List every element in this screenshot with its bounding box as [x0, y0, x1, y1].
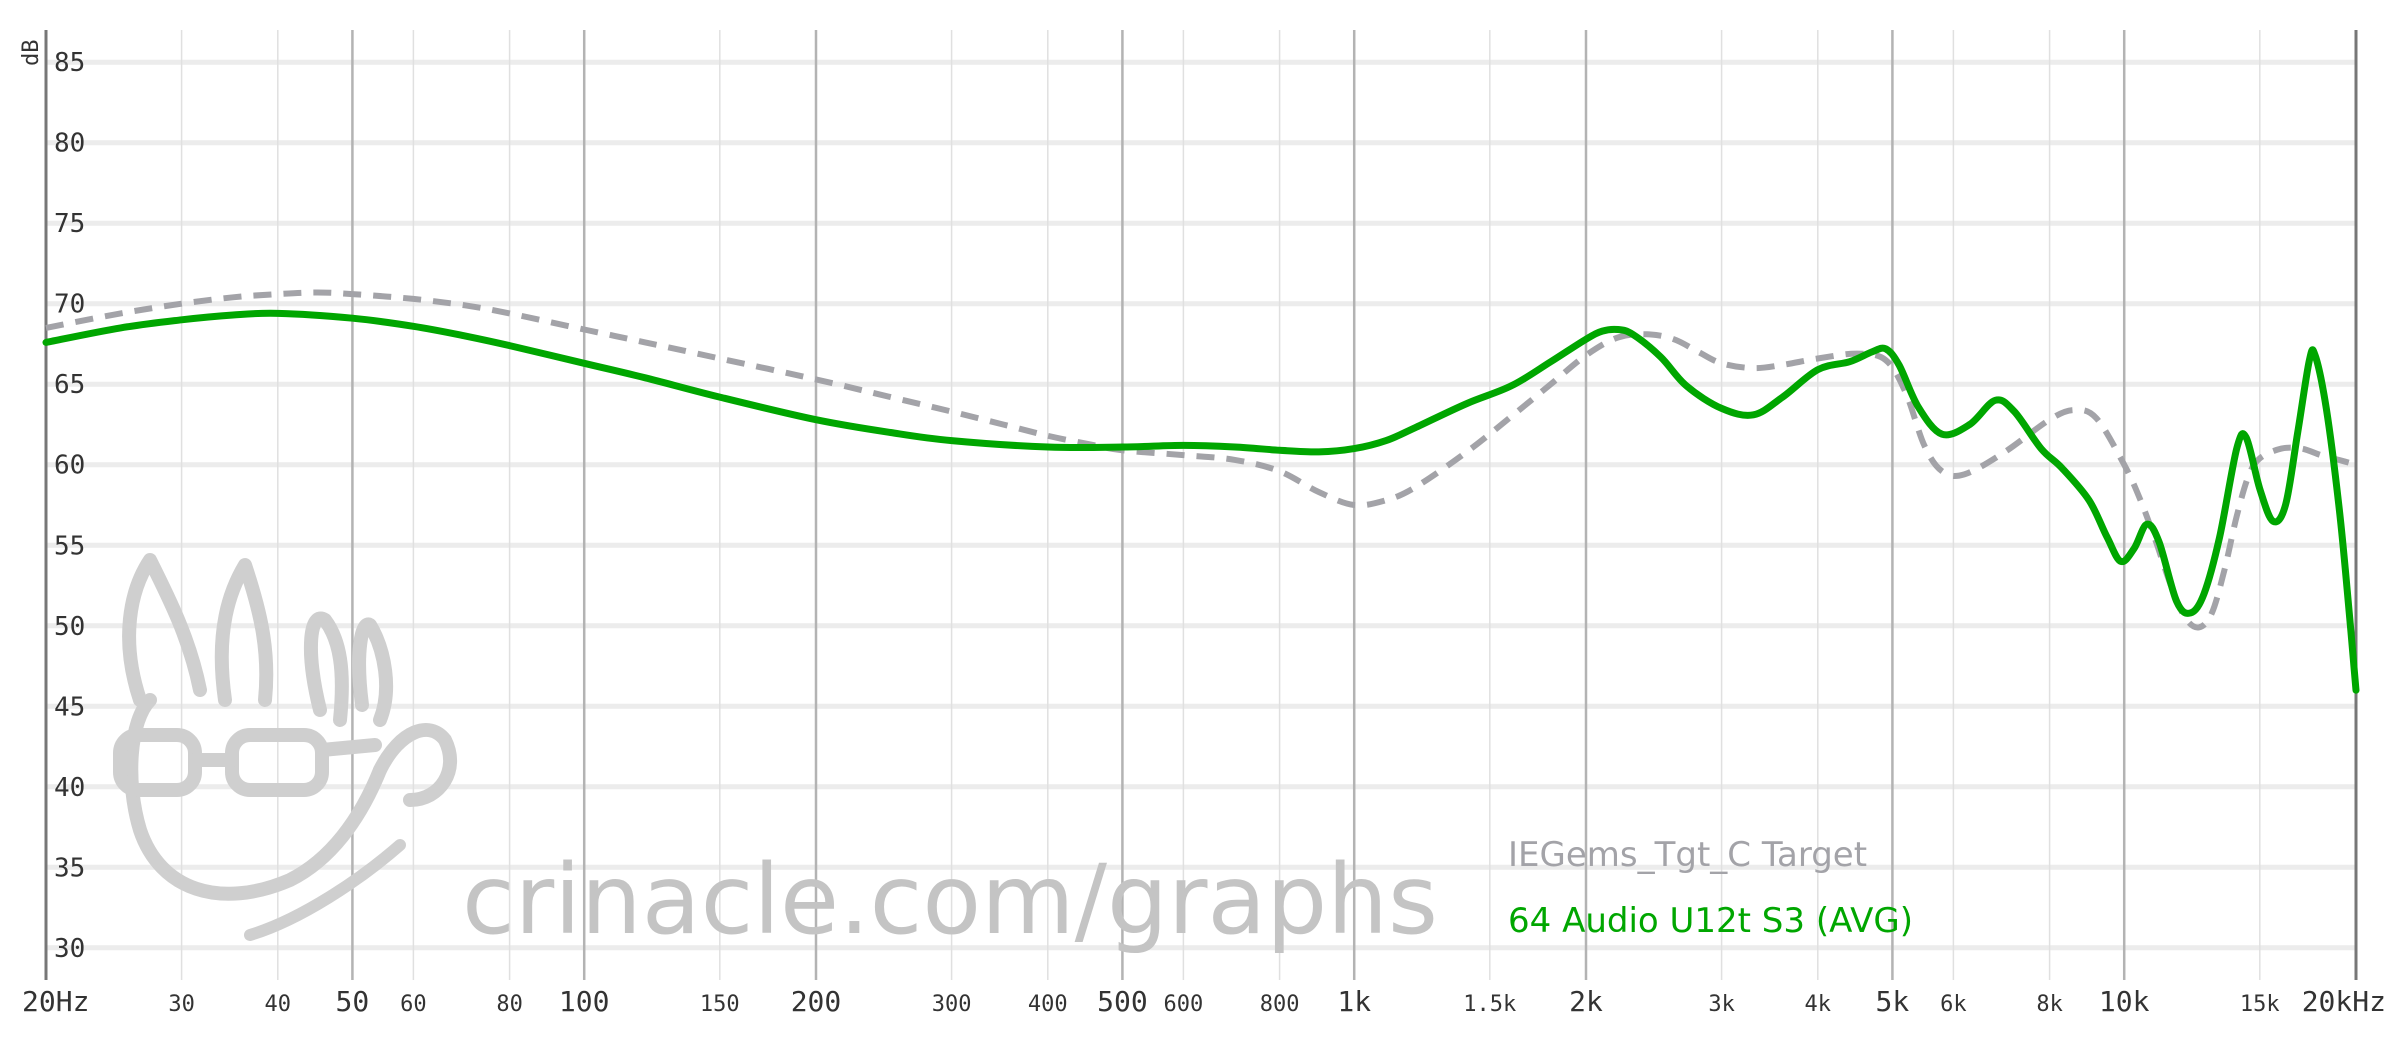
y-tick-70: 70: [54, 290, 85, 320]
y-tick-75: 75: [54, 209, 85, 239]
x-tick-2000: 2k: [1569, 985, 1603, 1018]
legend-target-label[interactable]: IEGems_Tgt_C Target: [1508, 835, 1867, 875]
series-line-1[interactable]: [42, 309, 2360, 694]
y-tick-80: 80: [54, 129, 85, 159]
x-tick-800: 800: [1260, 992, 1300, 1017]
x-tick-400: 400: [1028, 992, 1068, 1017]
x-tick-300: 300: [932, 992, 972, 1017]
x-tick-20: 20Hz: [22, 985, 89, 1018]
y-tick-50: 50: [54, 612, 85, 642]
x-tick-1000: 1k: [1337, 985, 1371, 1018]
x-tick-60: 60: [400, 992, 427, 1017]
x-tick-1500: 1.5k: [1463, 992, 1516, 1017]
y-axis-label: dB: [19, 40, 44, 67]
vertical-gridlines: [180, 30, 2261, 980]
x-tick-30: 30: [168, 992, 195, 1017]
x-tick-200: 200: [791, 985, 842, 1018]
x-tick-80: 80: [496, 992, 523, 1017]
x-tick-150: 150: [700, 992, 740, 1017]
x-tick-5000: 5k: [1876, 985, 1910, 1018]
x-tick-40: 40: [265, 992, 292, 1017]
y-tick-35: 35: [54, 853, 85, 883]
series-layer: [42, 289, 2360, 694]
y-tick-85: 85: [54, 48, 85, 78]
y-tick-45: 45: [54, 692, 85, 722]
horizontal-gridlines: [46, 59, 2356, 951]
x-tick-100: 100: [559, 985, 610, 1018]
x-tick-50: 50: [336, 985, 370, 1018]
x-tick-500: 500: [1097, 985, 1148, 1018]
x-tick-8000: 8k: [2036, 992, 2063, 1017]
x-tick-3000: 3k: [1708, 992, 1735, 1017]
y-tick-65: 65: [54, 370, 85, 400]
y-tick-40: 40: [54, 773, 85, 803]
x-tick-15000: 15k: [2240, 992, 2280, 1017]
y-tick-30: 30: [54, 934, 85, 964]
x-tick-labels: 20Hz 30 40 50 60 80 100 150 200 300 400 500 600 800 1k…: [22, 985, 2386, 1018]
x-tick-6000: 6k: [1940, 992, 1967, 1017]
x-tick-4000: 4k: [1805, 992, 1832, 1017]
y-tick-55: 55: [54, 531, 85, 561]
y-tick-labels: 85 80 75 70 65 60 55 50 45 40 35 30: [54, 48, 85, 964]
x-tick-10000: 10k: [2099, 985, 2150, 1018]
x-tick-600: 600: [1164, 992, 1204, 1017]
watermark-text: crinacle.com/graphs: [462, 844, 1438, 956]
y-tick-60: 60: [54, 451, 85, 481]
series-line-0[interactable]: [45, 289, 2357, 631]
watermark-mascot-icon: [113, 553, 457, 941]
x-tick-20000: 20kHz: [2302, 985, 2386, 1018]
legend-iem-label[interactable]: 64 Audio U12t S3 (AVG): [1508, 901, 1913, 941]
